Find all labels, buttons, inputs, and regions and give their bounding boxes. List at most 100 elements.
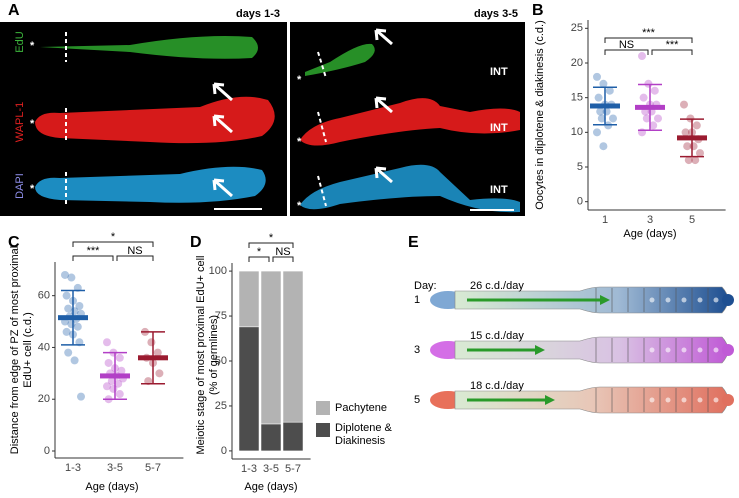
significance-label: *	[111, 231, 116, 243]
bar-segment	[282, 421, 304, 452]
asterisk: *	[30, 40, 35, 52]
bar-segment	[238, 326, 260, 452]
data-point	[599, 142, 608, 151]
nucleus	[665, 397, 671, 403]
y-tick-label: 100	[209, 265, 227, 277]
channel-label: DAPI	[14, 173, 26, 199]
data-point	[67, 273, 76, 282]
data-point	[61, 270, 69, 279]
nucleus	[665, 297, 671, 303]
intestine-label: INT	[490, 122, 508, 134]
significance-bracket	[604, 49, 649, 55]
x-tick-label: 1-3	[65, 462, 81, 474]
mean-bar	[635, 104, 665, 110]
nucleus	[697, 397, 703, 403]
intestine-label: INT	[490, 184, 508, 196]
data-point	[638, 52, 646, 61]
asterisk: *	[297, 200, 302, 212]
rate-arrow-head	[535, 345, 545, 355]
significance-bracket	[248, 256, 270, 262]
data-point	[696, 149, 704, 158]
data-point	[64, 304, 73, 313]
data-point	[689, 142, 698, 151]
rate-label: 26 c.d./day	[470, 280, 524, 292]
y-tick-label: 10	[571, 126, 583, 138]
column-title: days 3-5	[474, 8, 518, 20]
rate-arrow-head	[545, 395, 555, 405]
data-point	[115, 390, 124, 399]
y-tick-label: 5	[577, 161, 583, 173]
data-point	[683, 142, 692, 151]
data-point	[103, 382, 111, 391]
mean-bar	[58, 315, 88, 321]
day-label: 3	[414, 344, 420, 356]
nucleus	[681, 347, 687, 353]
significance-bracket	[651, 49, 693, 55]
data-point	[684, 156, 693, 165]
data-point	[64, 348, 73, 357]
nucleus	[649, 347, 655, 353]
nucleus	[713, 397, 719, 403]
panel-label: D	[190, 234, 202, 251]
y-tick-label: 0	[44, 445, 50, 457]
data-point	[594, 93, 603, 102]
nucleus	[681, 397, 687, 403]
data-point	[605, 86, 614, 95]
data-point	[649, 121, 658, 130]
significance-bracket	[248, 242, 294, 248]
micrograph	[0, 22, 525, 216]
data-point	[680, 100, 688, 109]
data-point	[681, 128, 690, 137]
asterisk: *	[297, 136, 302, 148]
data-point	[62, 291, 71, 300]
data-point	[107, 377, 116, 386]
x-tick-label: 3-5	[263, 463, 279, 475]
x-tick-label: 1-3	[241, 463, 257, 475]
significance-bracket	[116, 255, 154, 261]
data-point	[114, 379, 123, 388]
spermatheca	[722, 394, 734, 406]
data-point	[117, 366, 126, 375]
nucleus	[713, 297, 719, 303]
x-tick-label: 5-7	[285, 463, 301, 475]
y-axis-title: Distance from edge of PZ of most proxima…	[9, 245, 34, 455]
data-point	[691, 156, 700, 165]
channel-label: EdU	[14, 31, 26, 52]
nucleus	[649, 297, 655, 303]
y-tick-label: 20	[38, 393, 50, 405]
mean-bar	[677, 135, 707, 141]
significance-label: *	[269, 232, 274, 244]
y-tick-label: 25	[571, 22, 583, 34]
bar-segment	[238, 270, 260, 328]
data-point	[103, 338, 111, 347]
data-point	[599, 79, 608, 88]
data-point	[73, 322, 82, 331]
y-axis-title: Meiotic stage of most proximal EdU+ cell…	[195, 255, 220, 455]
y-tick-label: 40	[38, 341, 50, 353]
y-tick-label: 0	[577, 196, 583, 208]
y-tick-label: 25	[215, 400, 227, 412]
nucleus	[649, 397, 655, 403]
x-tick-label: 3-5	[107, 462, 123, 474]
asterisk: *	[30, 183, 35, 195]
panel-label: C	[8, 234, 20, 251]
nucleus	[697, 297, 703, 303]
significance-bracket	[272, 256, 294, 262]
legend-label: Diplotene & Diakinesis	[335, 422, 392, 447]
nucleus	[665, 347, 671, 353]
data-point	[609, 114, 617, 123]
asterisk: *	[297, 74, 302, 86]
x-tick-label: 1	[602, 214, 608, 226]
x-tick-label: 5	[689, 214, 695, 226]
rate-label: 18 c.d./day	[470, 380, 524, 392]
mean-bar	[138, 355, 168, 361]
data-point	[104, 358, 113, 367]
bar-segment	[260, 270, 282, 425]
spermatheca	[722, 344, 734, 356]
data-point	[639, 93, 648, 102]
panel-label: B	[532, 2, 544, 19]
significance-label: *	[257, 246, 262, 258]
significance-label: NS	[275, 246, 290, 258]
